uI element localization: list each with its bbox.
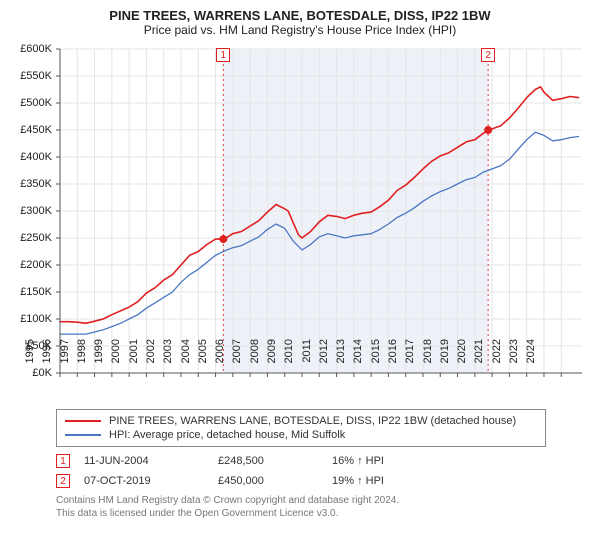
y-tick-label: £350K	[2, 178, 52, 190]
x-tick-label: 2021	[473, 339, 485, 379]
y-tick-label: £600K	[2, 43, 52, 55]
x-tick-label: 2004	[180, 339, 192, 379]
legend-row: HPI: Average price, detached house, Mid …	[65, 428, 537, 442]
y-tick-label: £300K	[2, 205, 52, 217]
x-tick-label: 2020	[456, 339, 468, 379]
x-tick-label: 2016	[387, 339, 399, 379]
x-tick-label: 2015	[370, 339, 382, 379]
x-tick-label: 2010	[283, 339, 295, 379]
footer-line2: This data is licensed under the Open Gov…	[56, 508, 546, 521]
transaction-price: £450,000	[218, 475, 318, 487]
legend-label: HPI: Average price, detached house, Mid …	[109, 429, 345, 441]
legend-box: PINE TREES, WARRENS LANE, BOTESDALE, DIS…	[56, 409, 546, 447]
chart-subtitle: Price paid vs. HM Land Registry's House …	[12, 23, 588, 37]
transaction-marker: 1	[56, 454, 70, 468]
x-tick-label: 2005	[197, 339, 209, 379]
y-tick-label: £450K	[2, 124, 52, 136]
x-tick-label: 1999	[93, 339, 105, 379]
legend-label: PINE TREES, WARRENS LANE, BOTESDALE, DIS…	[109, 415, 516, 427]
transaction-marker: 2	[56, 474, 70, 488]
footer-attribution: Contains HM Land Registry data © Crown c…	[56, 495, 546, 520]
x-tick-label: 2006	[214, 339, 226, 379]
x-tick-label: 2019	[439, 339, 451, 379]
chart-container: PINE TREES, WARRENS LANE, BOTESDALE, DIS…	[0, 0, 600, 524]
x-tick-label: 2024	[525, 339, 537, 379]
legend-swatch	[65, 434, 101, 436]
transaction-diff: 19% ↑ HPI	[332, 475, 432, 487]
transaction-row: 2 07-OCT-2019 £450,000 19% ↑ HPI	[56, 471, 546, 491]
x-tick-label: 2003	[162, 339, 174, 379]
x-tick-label: 2000	[110, 339, 122, 379]
transaction-price: £248,500	[218, 455, 318, 467]
legend-swatch	[65, 420, 101, 422]
footer-line1: Contains HM Land Registry data © Crown c…	[56, 495, 546, 508]
transaction-table: 1 11-JUN-2004 £248,500 16% ↑ HPI 2 07-OCT-201…	[56, 451, 546, 491]
transaction-diff: 16% ↑ HPI	[332, 455, 432, 467]
y-tick-label: £150K	[2, 286, 52, 298]
y-tick-label: £400K	[2, 151, 52, 163]
transaction-date: 11-JUN-2004	[84, 455, 204, 467]
x-tick-label: 1997	[59, 339, 71, 379]
chart-marker-2: 2	[481, 48, 495, 62]
x-tick-label: 2012	[318, 339, 330, 379]
chart-marker-1: 1	[216, 48, 230, 62]
x-tick-label: 2014	[352, 339, 364, 379]
x-tick-label: 2013	[335, 339, 347, 379]
x-tick-label: 2008	[249, 339, 261, 379]
x-tick-label: 2001	[128, 339, 140, 379]
x-tick-label: 1998	[76, 339, 88, 379]
x-tick-label: 2002	[145, 339, 157, 379]
x-tick-label: 2009	[266, 339, 278, 379]
y-tick-label: £250K	[2, 232, 52, 244]
chart-plot-area: £0K£50K£100K£150K£200K£250K£300K£350K£40…	[12, 43, 588, 403]
x-tick-label: 1996	[41, 339, 53, 379]
x-tick-label: 2017	[404, 339, 416, 379]
y-tick-label: £500K	[2, 97, 52, 109]
transaction-date: 07-OCT-2019	[84, 475, 204, 487]
y-tick-label: £200K	[2, 259, 52, 271]
x-tick-label: 1995	[24, 339, 36, 379]
x-tick-label: 2011	[301, 339, 313, 379]
y-tick-label: £100K	[2, 313, 52, 325]
x-tick-label: 2007	[231, 339, 243, 379]
y-tick-label: £550K	[2, 70, 52, 82]
chart-title-address: PINE TREES, WARRENS LANE, BOTESDALE, DIS…	[12, 8, 588, 23]
legend-row: PINE TREES, WARRENS LANE, BOTESDALE, DIS…	[65, 414, 537, 428]
x-tick-label: 2022	[491, 339, 503, 379]
x-tick-label: 2023	[508, 339, 520, 379]
transaction-row: 1 11-JUN-2004 £248,500 16% ↑ HPI	[56, 451, 546, 471]
x-tick-label: 2018	[422, 339, 434, 379]
